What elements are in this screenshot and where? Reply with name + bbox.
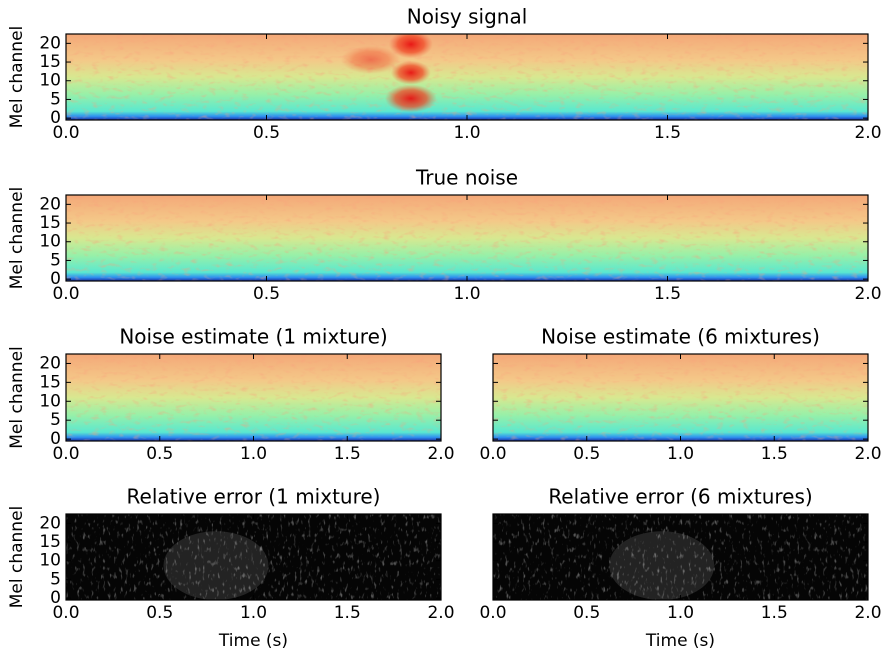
x-tick-label: 0.0 bbox=[52, 123, 79, 143]
chart-title: Noisy signal bbox=[407, 5, 528, 29]
chart-title: Relative error (1 mixture) bbox=[127, 485, 381, 509]
y-tick-label: 0 bbox=[50, 108, 61, 128]
x-tick-label: 0.5 bbox=[253, 284, 280, 304]
x-axis-label: Time (s) bbox=[645, 631, 715, 651]
y-tick-label: 10 bbox=[39, 232, 61, 252]
chart-title: Noise estimate (1 mixture) bbox=[119, 325, 387, 349]
spectrogram bbox=[66, 34, 868, 120]
x-tick-label: 2.0 bbox=[854, 284, 881, 304]
x-tick-label: 0.0 bbox=[52, 444, 79, 464]
x-tick-label: 0.5 bbox=[253, 123, 280, 143]
image-texture bbox=[493, 354, 868, 441]
x-tick-label: 0.5 bbox=[573, 603, 600, 623]
y-tick-label: 0 bbox=[50, 429, 61, 449]
x-tick-label: 0.0 bbox=[52, 603, 79, 623]
y-axis-label: Mel channel bbox=[7, 346, 27, 449]
x-tick-label: 2.0 bbox=[854, 444, 881, 464]
y-tick-label: 15 bbox=[39, 532, 61, 552]
y-tick-label: 5 bbox=[50, 410, 61, 430]
image-texture bbox=[66, 195, 868, 281]
x-tick-label: 2.0 bbox=[427, 603, 454, 623]
x-tick-label: 0.0 bbox=[479, 444, 506, 464]
y-axis-label: Mel channel bbox=[7, 187, 27, 290]
image-texture bbox=[66, 34, 868, 120]
spectrogram bbox=[66, 354, 441, 441]
image-texture bbox=[493, 514, 868, 600]
x-tick-label: 1.0 bbox=[240, 444, 267, 464]
y-tick-label: 10 bbox=[39, 71, 61, 91]
image-texture bbox=[66, 354, 441, 441]
y-axis-label: Mel channel bbox=[7, 506, 27, 609]
x-tick-label: 0.5 bbox=[573, 444, 600, 464]
y-tick-label: 20 bbox=[39, 353, 61, 373]
panel: 0.0 0.5 1.0 1.5 2.0 Noise estimate (6 mixture… bbox=[479, 325, 881, 465]
chart-title: True noise bbox=[415, 166, 518, 190]
spectrogram bbox=[66, 514, 441, 600]
spectrogram bbox=[493, 354, 868, 441]
y-tick-label: 5 bbox=[50, 89, 61, 109]
x-tick-label: 2.0 bbox=[854, 123, 881, 143]
x-tick-label: 1.5 bbox=[761, 444, 788, 464]
spectrogram bbox=[493, 514, 868, 600]
hot-spot bbox=[390, 60, 431, 85]
x-tick-label: 2.0 bbox=[854, 603, 881, 623]
x-tick-label: 0.5 bbox=[146, 603, 173, 623]
y-tick-label: 15 bbox=[39, 52, 61, 72]
x-tick-label: 1.5 bbox=[654, 123, 681, 143]
y-tick-label: 15 bbox=[39, 213, 61, 233]
y-tick-label: 20 bbox=[39, 513, 61, 533]
y-tick-label: 10 bbox=[39, 391, 61, 411]
x-axis-label: Time (s) bbox=[218, 631, 288, 651]
x-tick-label: 1.5 bbox=[334, 444, 361, 464]
spectrogram bbox=[66, 195, 868, 281]
x-tick-label: 1.5 bbox=[761, 603, 788, 623]
y-tick-label: 15 bbox=[39, 372, 61, 392]
hot-spot bbox=[384, 84, 437, 113]
x-tick-label: 1.5 bbox=[334, 603, 361, 623]
y-tick-label: 0 bbox=[50, 588, 61, 608]
error-cluster bbox=[609, 531, 715, 600]
y-tick-label: 10 bbox=[39, 551, 61, 571]
image-texture bbox=[66, 514, 441, 600]
x-tick-label: 2.0 bbox=[427, 444, 454, 464]
x-tick-label: 0.0 bbox=[479, 603, 506, 623]
x-tick-label: 1.5 bbox=[654, 284, 681, 304]
y-tick-label: 0 bbox=[50, 269, 61, 289]
hot-spot bbox=[388, 34, 433, 59]
x-tick-label: 0.5 bbox=[146, 444, 173, 464]
y-tick-label: 5 bbox=[50, 569, 61, 589]
chart-title: Relative error (6 mixtures) bbox=[548, 485, 812, 509]
y-tick-label: 20 bbox=[39, 194, 61, 214]
y-axis-label: Mel channel bbox=[7, 26, 27, 129]
panel: 0.0 0.5 1.0 1.5 2.0 Relative error (6 mixture… bbox=[479, 485, 881, 652]
y-tick-label: 5 bbox=[50, 250, 61, 270]
x-tick-label: 1.0 bbox=[667, 444, 694, 464]
x-tick-label: 1.0 bbox=[453, 123, 480, 143]
hot-spot bbox=[340, 45, 401, 74]
chart-title: Noise estimate (6 mixtures) bbox=[541, 325, 820, 349]
error-cluster bbox=[163, 531, 269, 600]
x-tick-label: 1.0 bbox=[453, 284, 480, 304]
y-tick-label: 20 bbox=[39, 33, 61, 53]
x-tick-label: 1.0 bbox=[667, 603, 694, 623]
x-tick-label: 1.0 bbox=[240, 603, 267, 623]
x-tick-label: 0.0 bbox=[52, 284, 79, 304]
